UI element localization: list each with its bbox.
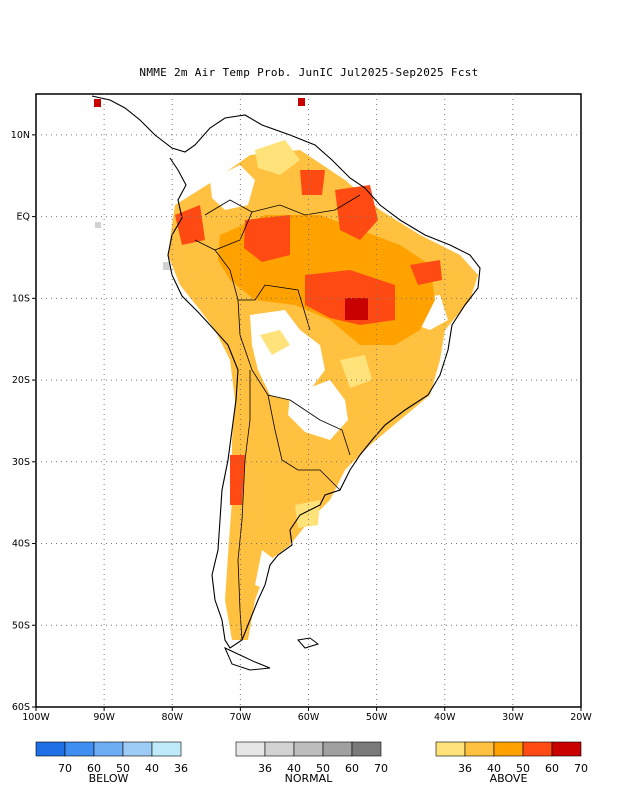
- lon-label: 50W: [366, 712, 388, 723]
- legend-swatch: [64, 741, 95, 757]
- map-title: NMME 2m Air Temp Prob. JunIC Jul2025-Sep…: [139, 66, 479, 79]
- above-36-region: [260, 330, 290, 355]
- legend-swatch: [122, 741, 153, 757]
- graticule: [36, 94, 581, 707]
- legend-tick: 60: [345, 762, 359, 775]
- legend-tick: 40: [287, 762, 301, 775]
- legend-swatch: [264, 741, 295, 757]
- falkland-islands: [297, 637, 320, 649]
- legend-swatch: [35, 741, 66, 757]
- legend-swatch: [322, 741, 353, 757]
- above-70-region: [298, 98, 305, 106]
- lon-label: 40W: [434, 712, 456, 723]
- legend-tick: 50: [116, 762, 130, 775]
- legend-category-label: BELOW: [89, 772, 129, 785]
- above-60-region: [230, 455, 245, 505]
- legend-tick: 36: [174, 762, 188, 775]
- lat-label: 50S: [12, 620, 30, 631]
- legend-tick: 40: [487, 762, 501, 775]
- legend-tick: 40: [145, 762, 159, 775]
- legend-tick: 60: [87, 762, 101, 775]
- legend-swatch: [235, 741, 266, 757]
- legend-below: 70 60 50 40 36 BELOW: [35, 741, 188, 785]
- legend-swatch: [551, 741, 582, 757]
- legend-tick: 70: [574, 762, 588, 775]
- no-signal-region: [210, 165, 255, 210]
- lat-label: 60S: [12, 702, 30, 713]
- legend-category-label: ABOVE: [490, 772, 528, 785]
- legend-swatch: [464, 741, 495, 757]
- above-60-region: [410, 260, 442, 285]
- above-36-region: [340, 355, 372, 388]
- above-60-region: [244, 215, 290, 262]
- legend-swatch: [93, 741, 124, 757]
- above-60-region: [175, 205, 205, 245]
- legend-tick: 70: [374, 762, 388, 775]
- legend-category-label: NORMAL: [285, 772, 334, 785]
- lon-label: 100W: [22, 712, 50, 723]
- forecast-shading: [94, 98, 478, 640]
- legend-tick: 36: [458, 762, 472, 775]
- lat-label: 10N: [11, 130, 30, 141]
- lat-label: 40S: [12, 539, 30, 550]
- lon-label: 60W: [298, 712, 320, 723]
- no-signal-region: [288, 380, 348, 440]
- above-36-region: [255, 140, 300, 175]
- lon-label: 20W: [570, 712, 592, 723]
- above-60-region: [335, 185, 378, 240]
- above-60-region: [300, 170, 325, 195]
- lon-label: 70W: [230, 712, 252, 723]
- lat-label: EQ: [17, 212, 30, 223]
- legend-swatch: [293, 741, 324, 757]
- lon-label: 80W: [162, 712, 184, 723]
- no-signal-region: [255, 550, 275, 590]
- legend-tick: 60: [545, 762, 559, 775]
- legend-normal: 36 40 50 60 70 NORMAL: [235, 741, 388, 785]
- above-60-region: [305, 270, 395, 325]
- lat-label: 30S: [12, 457, 30, 468]
- lat-label: 20S: [12, 375, 30, 386]
- lat-label: 10S: [12, 293, 30, 304]
- legend-swatch: [522, 741, 553, 757]
- legend-tick: 50: [316, 762, 330, 775]
- tierra-del-fuego: [224, 646, 271, 671]
- legend-tick: 50: [516, 762, 530, 775]
- coastline: [91, 95, 481, 649]
- above-70-region: [94, 99, 101, 107]
- legend-above: 36 40 50 60 70 ABOVE: [435, 741, 588, 785]
- legend-swatch: [493, 741, 524, 757]
- lon-label: 90W: [93, 712, 115, 723]
- normal-36-cell: [163, 262, 170, 270]
- above-36-region: [295, 500, 320, 528]
- legend-swatch: [351, 741, 382, 757]
- legend-swatch: [435, 741, 466, 757]
- legend-swatch: [151, 741, 182, 757]
- longitude-labels: 100W 90W 80W 70W 60W 50W 40W 30W 20W: [22, 707, 592, 723]
- legend-tick: 36: [258, 762, 272, 775]
- latitude-labels: 10N EQ 10S 20S 30S 40S 50S 60S: [11, 130, 36, 713]
- legend-tick: 70: [58, 762, 72, 775]
- normal-36-cell: [95, 222, 101, 228]
- no-signal-region: [250, 310, 325, 400]
- above-70-region: [345, 298, 368, 320]
- lon-label: 30W: [502, 712, 524, 723]
